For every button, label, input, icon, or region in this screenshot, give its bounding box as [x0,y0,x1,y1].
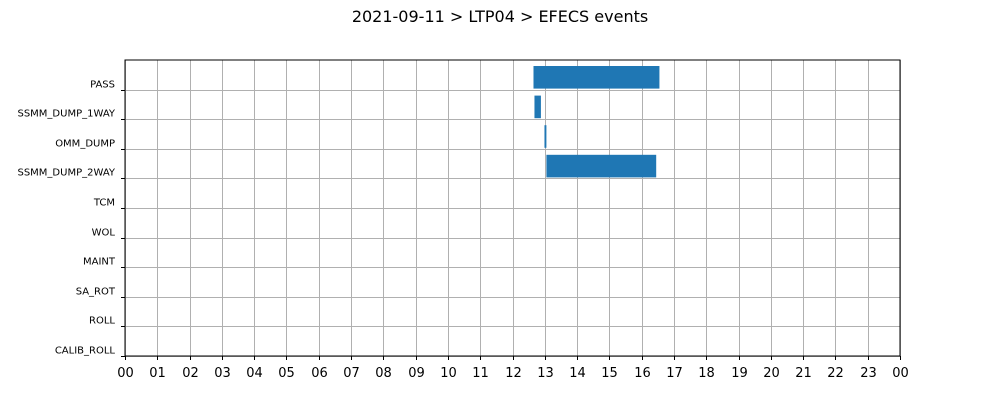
x-tick-label: 18 [698,366,715,381]
x-tick-label: 08 [375,366,392,381]
x-tick-label: 11 [472,366,489,381]
x-tick-label: 00 [117,366,134,381]
event-bar-ssmm-dump-2way [546,154,657,178]
y-tick-label-calib-roll: CALIB_ROLL [55,346,116,357]
x-tick-label: 17 [666,366,683,381]
y-tick-label-tcm: TCM [93,198,115,209]
x-tick-label: 04 [246,366,263,381]
x-tick-label: 13 [537,366,554,381]
y-tick-label-omm-dump: OMM_DUMP [55,139,115,150]
x-tick-label: 07 [343,366,360,381]
x-tick-label: 22 [827,366,844,381]
y-tick-label-ssmm-dump-1way: SSMM_DUMP_1WAY [17,109,115,120]
x-tick-label: 00 [892,366,909,381]
x-tick-label: 23 [860,366,877,381]
x-tick-label: 01 [149,366,166,381]
x-tick-label: 15 [601,366,618,381]
x-tick-label: 03 [214,366,231,381]
event-bar-ssmm-dump-1way [534,95,541,119]
y-tick-label-sa-rot: SA_ROT [76,287,116,298]
x-axis: 00 01 02 03 04 05 06 07 08 09 10 11 12 13 14 15 16 17 18 19… [117,356,909,381]
x-tick-label: 14 [569,366,586,381]
x-tick-label: 05 [278,366,295,381]
x-tick-label: 10 [440,366,457,381]
x-tick-label: 12 [505,366,522,381]
y-tick-label-wol: WOL [92,228,116,239]
event-bar-pass [533,66,660,89]
x-tick-label: 06 [311,366,328,381]
y-axis: PASS SSMM_DUMP_1WAY OMM_DUMP SSMM_DUMP_2WAY… [17,80,125,357]
x-tick-label: 21 [795,366,812,381]
x-tick-label: 19 [731,366,748,381]
chart-title: 2021-09-11 > LTP04 > EFECS events [352,7,648,26]
y-tick-label-maint: MAINT [83,257,116,268]
x-tick-label: 20 [763,366,780,381]
x-tick-label: 02 [182,366,199,381]
event-bar-omm-dump [544,125,547,148]
x-tick-label: 16 [634,366,651,381]
y-tick-label-pass: PASS [90,80,115,91]
y-tick-label-roll: ROLL [89,316,115,327]
event-bars [533,66,660,178]
y-tick-label-ssmm-dump-2way: SSMM_DUMP_2WAY [17,168,115,179]
x-tick-label: 09 [408,366,425,381]
